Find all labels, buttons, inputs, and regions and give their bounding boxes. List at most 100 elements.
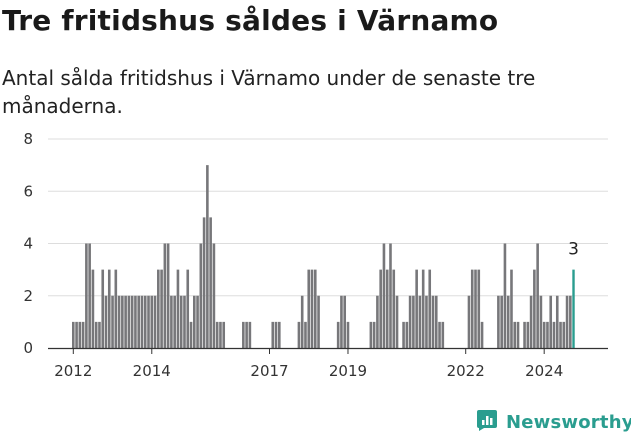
- chart-title: Tre fritidshus såldes i Värnamo: [2, 4, 499, 37]
- bar: [242, 321, 245, 348]
- bar: [421, 269, 425, 348]
- bar: [196, 295, 199, 348]
- bar: [313, 269, 317, 348]
- bar: [559, 321, 562, 348]
- bar: [121, 295, 124, 348]
- bar: [562, 321, 566, 348]
- bar: [389, 243, 392, 348]
- bar: [402, 321, 405, 348]
- bar: [248, 321, 252, 348]
- bar: [310, 269, 314, 348]
- bar: [183, 295, 186, 348]
- bar: [552, 321, 556, 348]
- bar: [94, 321, 98, 348]
- bar: [278, 321, 281, 348]
- bar: [372, 321, 376, 348]
- bar: [343, 295, 347, 348]
- bar: [127, 295, 131, 348]
- bar: [539, 295, 543, 348]
- bar: [392, 269, 396, 348]
- bar: [526, 321, 530, 348]
- bar: [78, 321, 82, 348]
- bar: [304, 321, 307, 348]
- bar: [533, 269, 536, 348]
- bar: [114, 269, 118, 348]
- bar: [336, 321, 340, 348]
- bar: [245, 321, 248, 348]
- bar: [143, 295, 147, 348]
- bar: [209, 217, 212, 348]
- bar: [506, 295, 510, 348]
- bar: [222, 321, 226, 348]
- highlighted-bar: [572, 269, 575, 348]
- x-tick-label: 2012: [54, 362, 92, 380]
- bar: [500, 295, 503, 348]
- bar: [137, 295, 140, 348]
- bar: [107, 269, 111, 348]
- bar: [173, 295, 176, 348]
- data-labels: 3: [568, 240, 579, 260]
- bar: [202, 217, 206, 348]
- bar: [206, 165, 209, 348]
- bar: [513, 321, 517, 348]
- bar: [412, 295, 415, 348]
- bar: [271, 321, 275, 348]
- bar: [408, 295, 412, 348]
- bar: [441, 321, 445, 348]
- bar: [101, 269, 105, 348]
- bar: [405, 321, 409, 348]
- bar: [307, 269, 311, 348]
- bar: [134, 295, 137, 348]
- y-tick-label: 6: [23, 182, 33, 200]
- bar: [516, 321, 520, 348]
- bar: [497, 295, 500, 348]
- bar: [536, 243, 539, 348]
- bar: [85, 243, 88, 348]
- bar: [415, 269, 418, 348]
- bar: [170, 295, 173, 348]
- bar: [385, 269, 389, 348]
- x-tick-label: 2017: [250, 362, 288, 380]
- y-axis-tick-labels: 0 2 4 6 8: [23, 130, 33, 357]
- bar: [425, 295, 428, 348]
- bar: [474, 269, 477, 348]
- bar: [147, 295, 150, 348]
- x-tick-label: 2022: [447, 362, 485, 380]
- y-tick-label: 4: [23, 235, 33, 253]
- bar: [346, 321, 350, 348]
- bar: [212, 243, 216, 348]
- bar: [431, 295, 435, 348]
- bar: [317, 295, 320, 348]
- bar: [215, 321, 219, 348]
- bar: [88, 243, 91, 348]
- bar: [369, 321, 373, 348]
- bar: [395, 295, 399, 348]
- data-label-latest: 3: [568, 240, 579, 260]
- bar: [186, 269, 190, 348]
- x-tick-label: 2024: [525, 362, 563, 380]
- bar: [529, 295, 533, 348]
- bar: [438, 321, 441, 348]
- bars: [72, 165, 575, 348]
- bar: [418, 295, 422, 348]
- bar: [72, 321, 75, 348]
- bar: [376, 295, 379, 348]
- bar: [434, 295, 438, 348]
- bar: [219, 321, 222, 348]
- bar: [104, 295, 108, 348]
- bar: [546, 321, 549, 348]
- bar: [503, 243, 507, 348]
- bar: [510, 269, 513, 348]
- bar: [274, 321, 278, 348]
- chart-subtitle: Antal sålda fritidshus i Värnamo under d…: [2, 66, 536, 118]
- bar: [297, 321, 301, 348]
- y-tick-label: 8: [23, 130, 33, 148]
- bar: [166, 243, 170, 348]
- bar: [189, 321, 193, 348]
- bar: [470, 269, 474, 348]
- bar: [480, 321, 484, 348]
- bar: [157, 269, 160, 348]
- newsworthy-logo: Newsworthy: [476, 409, 631, 435]
- bar: [523, 321, 526, 348]
- bar: [176, 269, 180, 348]
